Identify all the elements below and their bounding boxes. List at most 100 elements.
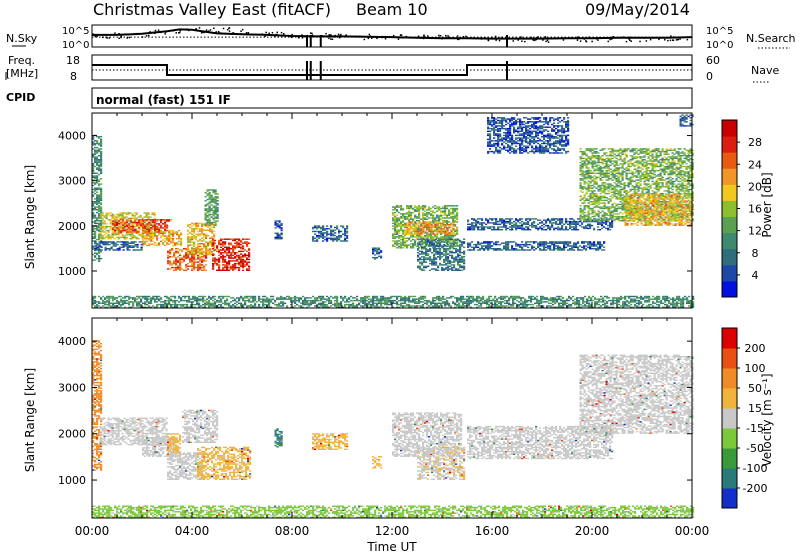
echo-cell xyxy=(455,238,458,240)
echo-cell xyxy=(555,242,558,244)
echo-cell xyxy=(433,249,436,251)
echo-cell xyxy=(605,160,608,162)
echo-cell xyxy=(394,218,397,220)
echo-cell xyxy=(456,207,459,210)
echo-cell xyxy=(400,209,403,211)
echo-cell xyxy=(597,168,600,170)
echo-cell xyxy=(172,234,175,236)
echo-cell xyxy=(455,268,458,270)
echo-cell xyxy=(118,229,121,232)
echo-cell xyxy=(456,217,459,219)
echo-cell xyxy=(408,213,411,215)
echo-cell xyxy=(446,214,449,216)
echo-cell xyxy=(103,221,106,224)
echo-cell xyxy=(156,231,159,233)
echo-cell xyxy=(527,249,530,251)
echo-cell xyxy=(92,169,95,172)
echo-cell xyxy=(129,232,132,234)
echo-cell xyxy=(467,242,470,244)
echo-cell xyxy=(609,186,612,188)
echo-cell xyxy=(611,173,614,176)
echo-cell xyxy=(444,217,447,219)
echo-cell xyxy=(203,258,206,261)
echo-cell xyxy=(126,220,129,222)
echo-cell xyxy=(619,156,622,158)
echo-cell xyxy=(446,222,449,225)
echo-cell xyxy=(448,213,451,215)
echo-cell xyxy=(172,239,175,241)
echo-cell xyxy=(92,229,95,231)
echo-cell xyxy=(130,242,133,244)
echo-cell xyxy=(593,242,596,244)
echo-cell xyxy=(185,253,188,255)
echo-cell xyxy=(404,217,407,219)
echo-cell xyxy=(414,214,417,216)
echo-cell xyxy=(617,215,620,218)
echo-cell xyxy=(208,219,211,221)
echo-cell xyxy=(117,221,120,224)
echo-cell xyxy=(437,253,440,255)
echo-cell xyxy=(204,200,207,202)
echo-cell xyxy=(398,230,401,233)
echo-cell xyxy=(104,246,107,248)
echo-cell xyxy=(234,239,237,242)
nsky-point xyxy=(639,40,641,43)
echo-cell xyxy=(197,240,200,242)
echo-cell xyxy=(160,219,163,221)
echo-cell xyxy=(430,229,433,231)
echo-cell xyxy=(601,190,604,192)
echo-cell xyxy=(212,215,215,217)
echo-cell xyxy=(98,249,101,251)
echo-cell xyxy=(234,242,237,244)
echo-cell xyxy=(593,178,596,180)
nsky-point xyxy=(579,40,582,42)
echo-cell xyxy=(346,228,349,230)
echo-cell xyxy=(212,264,215,266)
echo-cell xyxy=(422,209,425,211)
echo-cell xyxy=(144,224,147,226)
echo-cell xyxy=(94,165,97,168)
echo-cell xyxy=(207,241,210,243)
echo-cell xyxy=(587,148,590,150)
echo-cell xyxy=(541,222,544,224)
echo-cell xyxy=(199,240,202,242)
echo-cell xyxy=(603,197,606,199)
echo-cell xyxy=(617,167,620,169)
echo-cell xyxy=(601,206,604,208)
echo-cell xyxy=(154,228,157,230)
echo-cell xyxy=(555,223,558,225)
echo-cell xyxy=(611,210,614,212)
echo-cell xyxy=(160,221,163,224)
date-label: 09/May/2014 xyxy=(585,0,690,19)
nsky-point xyxy=(114,32,116,34)
echo-cell xyxy=(187,240,190,242)
echo-cell xyxy=(519,224,522,227)
echo-cell xyxy=(505,224,508,227)
echo-cell xyxy=(98,224,101,226)
echo-cell xyxy=(583,176,586,178)
echo-cell xyxy=(461,256,464,258)
echo-cell xyxy=(111,234,114,236)
echo-cell xyxy=(246,238,249,240)
echo-cell xyxy=(436,244,439,246)
echo-cell xyxy=(567,241,570,243)
echo-cell xyxy=(440,232,443,234)
echo-cell xyxy=(444,234,447,237)
echo-cell xyxy=(435,250,438,253)
echo-cell xyxy=(420,206,423,208)
echo-cell xyxy=(467,229,470,231)
echo-cell xyxy=(148,223,151,225)
echo-cell xyxy=(392,245,395,248)
echo-cell xyxy=(459,241,462,243)
echo-cell xyxy=(209,241,212,243)
echo-cell xyxy=(232,250,235,253)
echo-cell xyxy=(150,219,153,221)
echo-cell xyxy=(98,237,101,239)
echo-cell xyxy=(581,188,584,191)
echo-cell xyxy=(136,249,139,251)
echo-cell xyxy=(224,265,227,267)
echo-cell xyxy=(213,236,216,238)
echo-cell xyxy=(344,230,347,233)
echo-cell xyxy=(623,157,626,160)
nsky-point xyxy=(200,32,203,34)
